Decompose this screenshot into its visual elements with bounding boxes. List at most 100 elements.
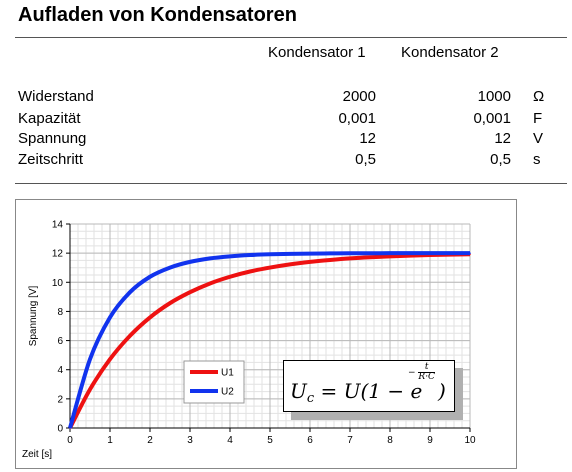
data-point-u1 bbox=[89, 388, 91, 391]
formula-rhs: = U(1 − e bbox=[320, 379, 423, 403]
data-point-u1 bbox=[269, 266, 271, 269]
unit: F bbox=[533, 110, 543, 127]
unit: s bbox=[533, 151, 541, 168]
value-kondensator-1: 2000 bbox=[342, 88, 376, 105]
data-point-u2 bbox=[129, 291, 131, 293]
formula-exponent: − t R·C bbox=[408, 363, 435, 382]
table-row-kapazitaet: Kapazität 0,001 0,001 F bbox=[0, 110, 572, 130]
row-label: Widerstand bbox=[18, 88, 94, 105]
y-tick-label: 10 bbox=[52, 278, 64, 289]
data-point-u2 bbox=[349, 252, 351, 255]
x-tick-label: 10 bbox=[464, 435, 476, 446]
y-tick-label: 0 bbox=[57, 424, 63, 435]
formula-close-paren: ) bbox=[438, 379, 446, 403]
formula-exponent-numerator: t bbox=[418, 363, 435, 373]
row-label: Zeitschritt bbox=[18, 151, 84, 168]
legend-label-u2: U2 bbox=[221, 387, 234, 398]
formula-lhs-subscript: c bbox=[306, 391, 315, 406]
data-point-u2 bbox=[449, 252, 451, 254]
data-point-u1 bbox=[189, 291, 191, 293]
x-tick-label: 9 bbox=[427, 435, 433, 446]
row-label: Kapazität bbox=[18, 110, 81, 127]
data-point-u2 bbox=[309, 252, 311, 255]
table-row-spannung: Spannung 12 12 V bbox=[0, 130, 572, 150]
data-point-u1 bbox=[249, 270, 251, 273]
data-point-u2 bbox=[69, 427, 71, 429]
data-point-u1 bbox=[289, 263, 291, 266]
x-tick-label: 3 bbox=[187, 435, 193, 446]
formula-main: Uc = U(1 − e bbox=[290, 379, 422, 406]
data-point-u1 bbox=[409, 254, 411, 257]
x-tick-label: 6 bbox=[307, 435, 313, 446]
data-point-u2 bbox=[89, 358, 91, 361]
value-kondensator-2: 12 bbox=[494, 130, 511, 147]
legend-box bbox=[183, 360, 245, 404]
x-tick-label: 4 bbox=[227, 435, 233, 446]
top-divider bbox=[15, 37, 567, 38]
unit: V bbox=[533, 130, 544, 147]
data-point-u1 bbox=[129, 334, 131, 337]
data-point-u1 bbox=[309, 261, 311, 263]
table-row-widerstand: Widerstand 2000 1000 Ω bbox=[0, 88, 572, 108]
row-label: Spannung bbox=[18, 130, 87, 147]
column-header-kondensator-2: Kondensator 2 bbox=[401, 44, 499, 61]
data-point-u2 bbox=[229, 255, 231, 258]
x-tick-label: 8 bbox=[387, 435, 393, 446]
x-tick-label: 2 bbox=[147, 435, 153, 446]
data-point-u2 bbox=[169, 266, 171, 269]
formula-exponent-fraction: t R·C bbox=[418, 363, 435, 382]
data-point-u2 bbox=[389, 252, 391, 254]
data-point-u1 bbox=[109, 358, 111, 361]
legend-label-u1: U1 bbox=[221, 368, 234, 379]
value-kondensator-1: 0,001 bbox=[338, 110, 376, 127]
x-tick-label: 5 bbox=[267, 435, 273, 446]
table-row-zeitschritt: Zeitschritt 0,5 0,5 s bbox=[0, 151, 572, 171]
data-point-u2 bbox=[429, 252, 431, 254]
formula-box: Uc = U(1 − e − t R·C ) bbox=[283, 360, 455, 412]
data-point-u2 bbox=[209, 257, 211, 260]
y-tick-label: 2 bbox=[57, 394, 63, 405]
data-point-u2 bbox=[329, 252, 331, 255]
y-tick-label: 8 bbox=[57, 307, 63, 318]
data-point-u1 bbox=[209, 282, 211, 285]
y-tick-label: 12 bbox=[52, 249, 64, 260]
x-axis-label: Zeit [s] bbox=[22, 449, 52, 460]
data-point-u2 bbox=[289, 253, 291, 255]
unit: Ω bbox=[533, 88, 545, 105]
data-point-u1 bbox=[369, 256, 371, 259]
data-point-u2 bbox=[149, 275, 151, 278]
formula-exponent-denominator: R·C bbox=[418, 372, 435, 382]
x-tick-label: 1 bbox=[107, 435, 113, 446]
data-point-u2 bbox=[249, 254, 251, 256]
page-title: Aufladen von Kondensatoren bbox=[18, 4, 297, 26]
data-point-u1 bbox=[169, 302, 171, 304]
formula-lhs: U bbox=[290, 379, 307, 403]
value-kondensator-2: 1000 bbox=[477, 88, 511, 105]
value-kondensator-1: 0,5 bbox=[355, 151, 376, 168]
y-tick-label: 14 bbox=[52, 220, 64, 231]
bottom-divider bbox=[15, 183, 567, 184]
data-point-u2 bbox=[409, 252, 411, 254]
y-tick-label: 6 bbox=[57, 336, 63, 347]
data-point-u1 bbox=[329, 259, 331, 261]
data-point-u2 bbox=[109, 316, 111, 319]
formula-exponent-sign: − bbox=[408, 368, 416, 378]
data-point-u2 bbox=[269, 253, 271, 256]
data-point-u2 bbox=[189, 261, 191, 263]
value-kondensator-2: 0,001 bbox=[473, 110, 511, 127]
y-axis-label: Spannung [V] bbox=[28, 285, 39, 346]
data-point-u1 bbox=[389, 255, 391, 258]
data-point-u2 bbox=[369, 252, 371, 255]
chart-panel: U1 U2 0 1 2 3 4 5 6 7 8 9 10 0 2 4 6 8 10 12 14 Zeit [s] Span… bbox=[15, 199, 517, 469]
y-tick-label: 4 bbox=[57, 365, 63, 376]
x-tick-label: 7 bbox=[347, 435, 353, 446]
value-kondensator-1: 12 bbox=[359, 130, 376, 147]
data-point-u1 bbox=[349, 257, 351, 260]
x-tick-label: 0 bbox=[67, 435, 73, 446]
data-point-u1 bbox=[229, 275, 231, 278]
column-header-kondensator-1: Kondensator 1 bbox=[268, 44, 366, 61]
value-kondensator-2: 0,5 bbox=[490, 151, 511, 168]
data-point-u1 bbox=[149, 316, 151, 319]
data-point-u2 bbox=[469, 252, 471, 254]
